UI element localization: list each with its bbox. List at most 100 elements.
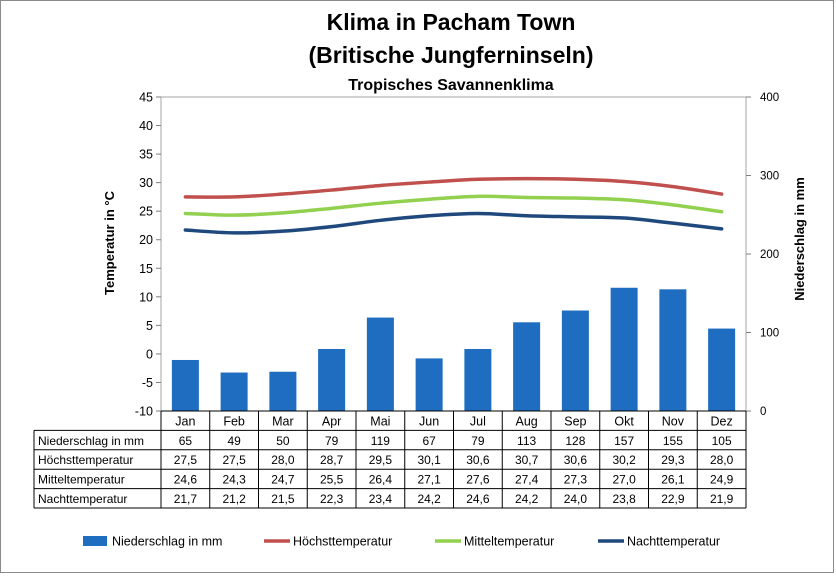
- table-cell: 29,3: [661, 453, 685, 467]
- bar-niederschlag-dez: [708, 328, 736, 411]
- table-cell: 23,4: [369, 492, 393, 506]
- bar-niederschlag-feb: [220, 372, 248, 411]
- x-tick-label-apr: Apr: [322, 414, 341, 428]
- table-cell: 119: [371, 434, 390, 448]
- table-cell: 28,0: [271, 453, 295, 467]
- legend-label-höchsttemperatur: Höchsttemperatur: [293, 535, 392, 549]
- table-cell: 79: [471, 434, 485, 448]
- table-cell: 24,9: [710, 473, 734, 487]
- table-cell: 24,6: [174, 473, 198, 487]
- table-cell: 26,4: [369, 473, 393, 487]
- line-höchsttemperatur: [183, 176, 724, 199]
- table-cell: 28,7: [320, 453, 344, 467]
- y-left-tick-label: 15: [139, 262, 153, 276]
- y-right-tick-label: 0: [760, 406, 766, 418]
- x-tick-label-jun: Jun: [419, 414, 439, 428]
- bar-niederschlag-jan: [171, 359, 199, 411]
- table-cell: 27,6: [466, 473, 490, 487]
- line-series: [183, 176, 724, 235]
- x-tick-label-feb: Feb: [223, 414, 245, 428]
- bar-niederschlag-sep: [561, 310, 589, 411]
- y-left-tick-label: 20: [139, 233, 153, 247]
- table-cell: 67: [422, 434, 436, 448]
- table-row-label: Mitteltemperatur: [38, 473, 125, 487]
- x-tick-label-nov: Nov: [662, 414, 685, 428]
- y-right-tick-label: 300: [760, 171, 779, 183]
- table-cell: 79: [325, 434, 339, 448]
- bar-niederschlag-nov: [659, 289, 687, 411]
- table-cell: 21,2: [222, 492, 246, 506]
- table-cell: 65: [179, 434, 193, 448]
- legend-swatch-niederschlag: [83, 536, 107, 546]
- table-cell: 29,5: [369, 453, 393, 467]
- data-table: Jan Feb Mar Apr Mai Jun Jul Aug Sep Okt Nov Dez Nied…: [33, 410, 747, 509]
- x-tick-label-jul: Jul: [470, 414, 486, 428]
- y-right-tick-label: 400: [760, 92, 779, 104]
- bar-niederschlag-aug: [513, 322, 541, 411]
- x-tick-label-mai: Mai: [370, 414, 390, 428]
- table-cell: 27,1: [417, 473, 441, 487]
- bar-niederschlag-mar: [269, 371, 297, 411]
- bar-niederschlag-mai: [366, 317, 394, 411]
- table-row-label: Niederschlag in mm: [38, 434, 144, 448]
- bar-series: [171, 287, 736, 411]
- plot-area-border: [160, 96, 747, 412]
- y-axis-right-label: Niederschlag in mm: [792, 177, 807, 301]
- x-tick-label-mar: Mar: [272, 414, 294, 428]
- chart-subtitle: Tropisches Savannenklima: [348, 77, 554, 94]
- y-right-tick-label: 100: [760, 328, 779, 340]
- chart-title: Klima in Pacham Town: [327, 9, 576, 35]
- table-cell: 49: [227, 434, 241, 448]
- y-left-tick-label: 0: [146, 347, 153, 361]
- table-cell: 27,4: [515, 473, 539, 487]
- table-cell: 30,7: [515, 453, 539, 467]
- table-cell: 50: [276, 434, 290, 448]
- x-tick-label-dez: Dez: [711, 414, 733, 428]
- table-cell: 30,2: [612, 453, 636, 467]
- table-cell: 24,0: [564, 492, 588, 506]
- line-mitteltemperatur: [183, 194, 724, 217]
- table-cell: 24,7: [271, 473, 295, 487]
- table-cell: 24,2: [417, 492, 441, 506]
- legend: Niederschlag in mm Höchsttemperatur Mittel…: [83, 535, 720, 549]
- table-cell: 22,9: [661, 492, 685, 506]
- table-cell: 27,5: [174, 453, 198, 467]
- y-left-tick-label: 10: [139, 290, 153, 304]
- y-left-tick-label: 35: [139, 148, 153, 162]
- y-left-tick-label: -10: [135, 405, 153, 419]
- x-tick-label-sep: Sep: [564, 414, 586, 428]
- axes: 45 40 35 30 25 20 15 10 5 0 -5 -10 400 300 200 100 0: [135, 91, 779, 419]
- bar-niederschlag-jun: [415, 358, 443, 411]
- table-cell: 155: [663, 434, 683, 448]
- bar-niederschlag-jul: [464, 348, 492, 411]
- x-tick-label-jan: Jan: [175, 414, 195, 428]
- chart-title-line2: (Britische Jungferninseln): [309, 42, 594, 68]
- gridlines: [160, 96, 747, 412]
- table-row-label: Höchsttemperatur: [38, 453, 133, 467]
- table-cell: 27,0: [612, 473, 636, 487]
- table-cell: 22,3: [320, 492, 344, 506]
- table-cell: 25,5: [320, 473, 344, 487]
- table-cell: 21,7: [174, 492, 198, 506]
- bar-niederschlag-apr: [318, 348, 346, 411]
- table-cell: 30,6: [466, 453, 490, 467]
- table-cell: 23,8: [612, 492, 636, 506]
- table-cell: 105: [712, 434, 732, 448]
- y-left-tick-label: 5: [146, 319, 153, 333]
- table-cell: 157: [614, 434, 634, 448]
- table-cell: 24,2: [515, 492, 539, 506]
- table-cell: 30,6: [564, 453, 588, 467]
- table-cell: 113: [517, 434, 536, 448]
- y-left-tick-label: 45: [139, 91, 153, 105]
- table-cell: 26,1: [661, 473, 685, 487]
- x-tick-label-okt: Okt: [614, 414, 634, 428]
- table-cell: 24,3: [222, 473, 246, 487]
- y-left-tick-label: 30: [139, 176, 153, 190]
- legend-label-niederschlag in mm: Niederschlag in mm: [112, 535, 222, 549]
- table-cell: 24,6: [466, 492, 490, 506]
- y-left-tick-label: -5: [142, 376, 153, 390]
- table-cell: 28,0: [710, 453, 734, 467]
- bar-niederschlag-okt: [610, 287, 638, 411]
